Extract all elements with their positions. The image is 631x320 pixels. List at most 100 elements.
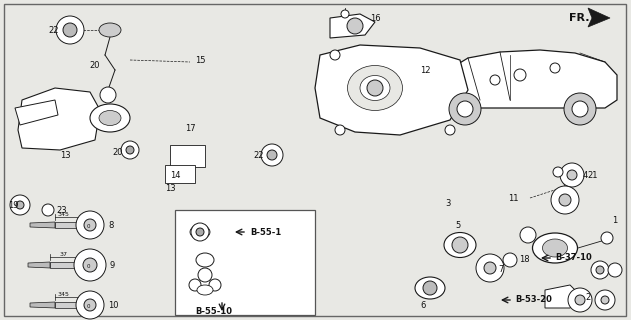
Text: B-55-1: B-55-1	[250, 228, 281, 236]
Circle shape	[560, 163, 584, 187]
Circle shape	[10, 195, 30, 215]
Circle shape	[457, 101, 473, 117]
Text: 18: 18	[519, 255, 529, 265]
Text: 23: 23	[56, 205, 67, 214]
Circle shape	[595, 290, 615, 310]
Polygon shape	[30, 222, 55, 228]
Circle shape	[564, 93, 596, 125]
Polygon shape	[28, 262, 50, 268]
Ellipse shape	[197, 285, 213, 295]
Ellipse shape	[360, 76, 390, 100]
Circle shape	[191, 223, 209, 241]
Circle shape	[484, 262, 496, 274]
Ellipse shape	[348, 66, 403, 110]
Circle shape	[553, 167, 563, 177]
Bar	[175, 210, 315, 315]
Circle shape	[100, 87, 116, 103]
Polygon shape	[18, 88, 100, 150]
Circle shape	[520, 227, 536, 243]
Circle shape	[198, 268, 212, 282]
Circle shape	[42, 204, 54, 216]
Ellipse shape	[543, 239, 567, 257]
Circle shape	[559, 194, 571, 206]
Circle shape	[56, 16, 84, 44]
Polygon shape	[435, 95, 455, 108]
Text: 20: 20	[112, 148, 122, 156]
Text: 1: 1	[612, 215, 617, 225]
Circle shape	[452, 237, 468, 253]
Circle shape	[83, 258, 97, 272]
Circle shape	[551, 186, 579, 214]
Ellipse shape	[533, 233, 577, 263]
Circle shape	[601, 296, 609, 304]
Text: 13: 13	[165, 183, 175, 193]
Circle shape	[76, 211, 104, 239]
Text: 12: 12	[420, 66, 430, 75]
Circle shape	[63, 23, 77, 37]
Circle shape	[16, 201, 24, 209]
Text: 0: 0	[86, 303, 90, 308]
Circle shape	[591, 261, 609, 279]
Ellipse shape	[190, 225, 210, 239]
Text: 21: 21	[587, 171, 598, 180]
Circle shape	[261, 144, 283, 166]
Circle shape	[568, 288, 592, 312]
Circle shape	[330, 50, 340, 60]
Bar	[315, 8, 490, 203]
Circle shape	[503, 253, 517, 267]
Text: 19: 19	[8, 201, 18, 210]
Circle shape	[423, 281, 437, 295]
Circle shape	[476, 254, 504, 282]
Polygon shape	[15, 100, 58, 125]
Circle shape	[596, 266, 604, 274]
Text: 22: 22	[253, 150, 264, 159]
Polygon shape	[588, 8, 610, 27]
Text: FR.: FR.	[569, 13, 589, 23]
Polygon shape	[55, 302, 88, 308]
Polygon shape	[50, 262, 88, 268]
Text: 20: 20	[89, 60, 100, 69]
Bar	[8, 8, 316, 203]
Text: 22: 22	[48, 26, 59, 35]
Circle shape	[572, 101, 588, 117]
Text: 17: 17	[185, 124, 196, 132]
Circle shape	[347, 18, 363, 34]
Circle shape	[76, 291, 104, 319]
Polygon shape	[545, 285, 580, 308]
Circle shape	[126, 146, 134, 154]
Text: 14: 14	[170, 171, 180, 180]
Text: 0: 0	[86, 263, 90, 268]
Circle shape	[121, 141, 139, 159]
Circle shape	[449, 93, 481, 125]
Text: B-53-20: B-53-20	[515, 295, 552, 305]
Ellipse shape	[99, 110, 121, 125]
Text: 10: 10	[108, 300, 119, 309]
Ellipse shape	[415, 277, 445, 299]
Text: 11: 11	[508, 194, 519, 203]
Circle shape	[608, 263, 622, 277]
Ellipse shape	[90, 104, 130, 132]
Ellipse shape	[196, 253, 214, 267]
Polygon shape	[315, 45, 468, 135]
Circle shape	[445, 125, 455, 135]
Text: 2: 2	[585, 293, 590, 302]
Circle shape	[575, 295, 585, 305]
Text: 8: 8	[108, 220, 114, 229]
Circle shape	[74, 249, 106, 281]
Circle shape	[490, 75, 500, 85]
Circle shape	[84, 299, 96, 311]
Circle shape	[209, 279, 221, 291]
Polygon shape	[330, 14, 375, 38]
Circle shape	[514, 69, 526, 81]
Circle shape	[267, 150, 277, 160]
Bar	[350, 195, 622, 313]
Polygon shape	[55, 222, 88, 228]
Text: B-55-10: B-55-10	[195, 308, 232, 316]
Circle shape	[196, 228, 204, 236]
Circle shape	[601, 232, 613, 244]
Circle shape	[567, 170, 577, 180]
Text: 9: 9	[110, 260, 115, 269]
Circle shape	[341, 10, 349, 18]
Circle shape	[189, 279, 201, 291]
Text: 16: 16	[370, 13, 380, 22]
